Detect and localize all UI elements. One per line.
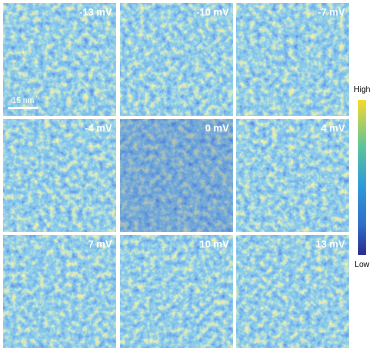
panel-label: 0 mV — [205, 124, 229, 135]
colorbar-high: High — [354, 85, 370, 94]
colorbar — [358, 100, 366, 255]
panel-label: 4 mV — [321, 124, 345, 135]
map-panel — [236, 3, 349, 116]
panel-label: -4 mV — [85, 124, 113, 135]
map-panel — [236, 235, 349, 348]
panel-label: -7 mV — [318, 8, 346, 19]
map-panel — [120, 119, 233, 232]
map-panel — [236, 119, 349, 232]
panel-label: 13 mV — [316, 240, 346, 251]
panel-label: -10 mV — [196, 8, 229, 19]
map-panel — [120, 235, 233, 348]
scale-bar-label: 15 nm — [12, 96, 35, 105]
map-shade — [120, 119, 233, 232]
map-panel — [3, 119, 116, 232]
map-panel — [3, 3, 116, 116]
panel-label: 10 mV — [200, 240, 230, 251]
colorbar-low: Low — [355, 260, 370, 269]
panel-label: 7 mV — [88, 240, 112, 251]
map-panel — [120, 3, 233, 116]
map-panel — [3, 235, 116, 348]
panel-label: -13 mV — [79, 8, 112, 19]
